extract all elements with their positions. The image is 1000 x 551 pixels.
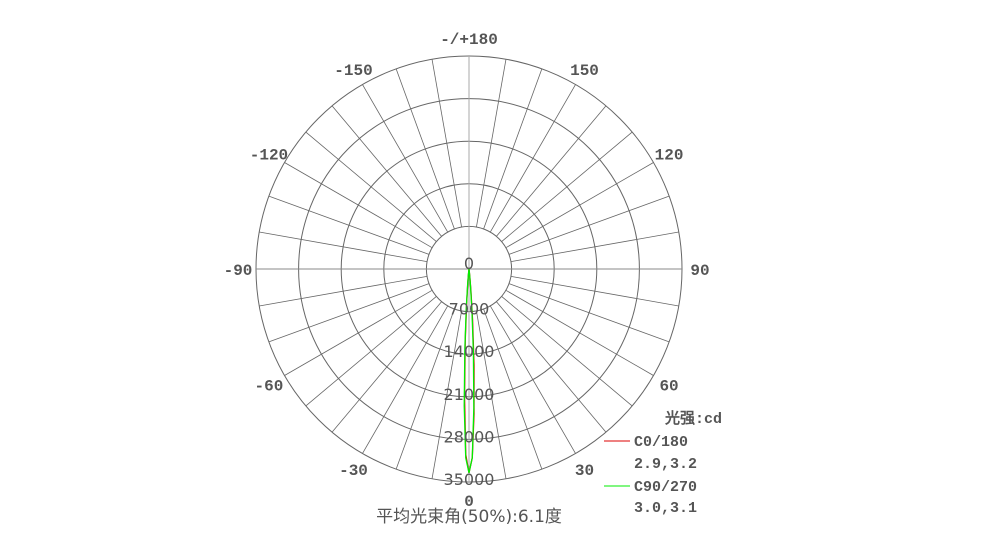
beam-angle-footer: 平均光束角(50%):6.1度 [376, 507, 562, 527]
angle-label: 30 [575, 462, 594, 480]
grid-spoke [508, 283, 670, 343]
grid-spoke [331, 301, 442, 433]
angle-label: -150 [334, 62, 372, 80]
radial-tick-label: 14000 [444, 342, 495, 361]
angle-label: -30 [339, 462, 368, 480]
grid-spoke [268, 283, 430, 343]
polar-grid [255, 55, 683, 483]
grid-spoke [305, 296, 437, 407]
grid-spoke [483, 308, 543, 470]
grid-spoke [510, 276, 679, 307]
grid-spoke [501, 131, 633, 242]
grid-spoke [259, 276, 428, 307]
radial-tick-label: 0 [464, 254, 474, 273]
grid-spoke [476, 310, 507, 479]
angle-label: -60 [255, 378, 284, 396]
grid-spoke [510, 231, 679, 262]
grid-spoke [431, 59, 462, 228]
grid-spoke [508, 195, 670, 255]
angle-label: 0 [464, 493, 474, 511]
curve-c90-270 [463, 268, 475, 474]
grid-spoke [483, 68, 543, 230]
radial-tick-label: 35000 [444, 470, 495, 489]
grid-spoke [501, 296, 633, 407]
grid-spoke [395, 308, 455, 470]
legend-c0-name: C0/180 [634, 434, 688, 451]
grid-spoke [362, 305, 449, 454]
grid-spoke [431, 310, 462, 479]
grid-spoke [505, 289, 654, 376]
grid-spoke [259, 231, 428, 262]
angle-label: 60 [659, 378, 678, 396]
grid-spoke [496, 301, 607, 433]
angle-label: 90 [690, 262, 709, 280]
angle-label: 120 [655, 147, 684, 165]
grid-spoke [331, 105, 442, 237]
grid-spoke [489, 305, 576, 454]
intensity-curves [463, 268, 475, 474]
angle-label: -90 [224, 262, 253, 280]
grid-spoke [268, 195, 430, 255]
grid-spoke [489, 84, 576, 233]
grid-spoke [305, 131, 437, 242]
radial-tick-label: 21000 [444, 385, 495, 404]
grid-spoke [496, 105, 607, 237]
legend-c90-name: C90/270 [634, 479, 697, 496]
grid-spoke [395, 68, 455, 230]
grid-spoke [362, 84, 449, 233]
legend-c90-beam: 3.0,3.1 [634, 500, 697, 517]
radial-tick-label: 7000 [449, 300, 490, 319]
angle-label: 150 [570, 62, 599, 80]
angle-label: -120 [250, 147, 288, 165]
angle-labels: -/+180 150 -150 120 -120 90 -90 60 -60 30 -30 0 [224, 31, 710, 511]
angle-label: -/+180 [440, 31, 498, 49]
radial-tick-label: 28000 [444, 427, 495, 446]
legend-c0-beam: 2.9,3.2 [634, 456, 697, 473]
grid-spoke [476, 59, 507, 228]
grid-spoke [284, 162, 433, 249]
grid-spoke [505, 162, 654, 249]
radial-tick-labels: 0 7000 14000 21000 28000 35000 [444, 254, 495, 489]
grid-spoke [284, 289, 433, 376]
unit-label: 光强:cd [664, 409, 722, 428]
